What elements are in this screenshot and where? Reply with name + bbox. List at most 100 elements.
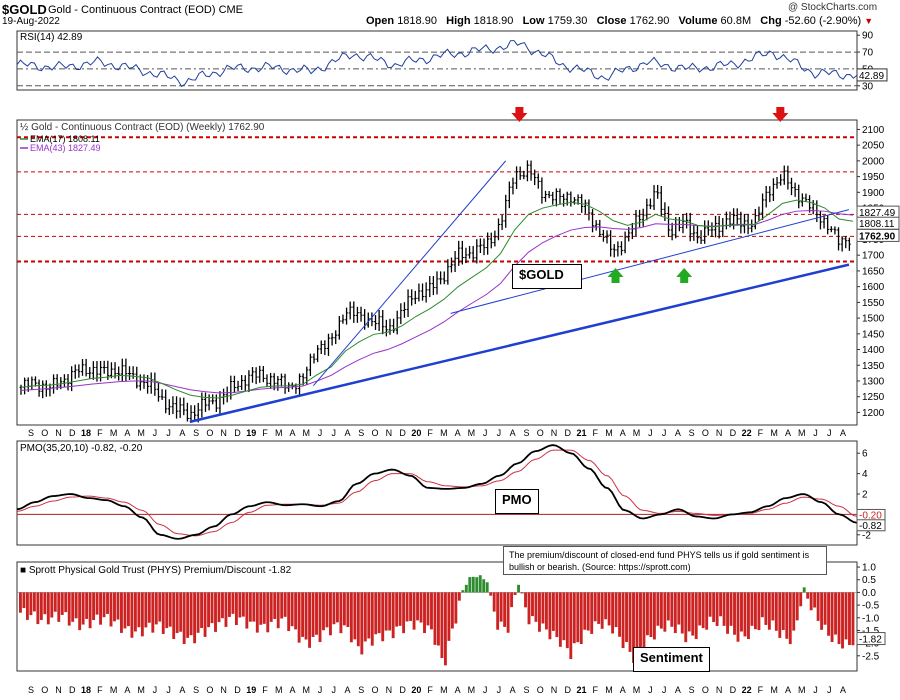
- discount-bar: [642, 592, 646, 650]
- x-axis-label: F: [262, 428, 268, 438]
- x-axis-label-bottom: D: [399, 685, 406, 695]
- discount-bar: [799, 592, 803, 607]
- discount-bar: [604, 592, 608, 620]
- support-trendline: [450, 209, 850, 314]
- discount-bar: [294, 592, 298, 630]
- discount-bar: [245, 592, 249, 629]
- discount-bar: [57, 592, 61, 622]
- rsi-last-value: 42.89: [859, 71, 884, 82]
- discount-bar: [506, 592, 510, 633]
- ema43-legend: EMA(43) 1827.49: [30, 143, 101, 153]
- discount-bar: [830, 592, 834, 642]
- x-axis-label-bottom: J: [827, 685, 832, 695]
- discount-bar: [499, 592, 503, 622]
- discount-bar: [419, 592, 423, 623]
- price-panel-tick-label: 1650: [862, 266, 885, 277]
- x-axis-label-bottom: J: [662, 685, 667, 695]
- premium-bar: [475, 577, 479, 593]
- discount-bar: [844, 592, 848, 640]
- x-axis-label-bottom: M: [633, 685, 641, 695]
- discount-bar: [572, 592, 576, 644]
- discount-bar: [144, 592, 148, 628]
- discount-bar: [621, 592, 625, 649]
- x-axis-label: S: [689, 428, 695, 438]
- premium-panel-tick-label: -1.5: [862, 626, 880, 637]
- ema17-legend: EMA(17) 1808.11: [30, 134, 100, 144]
- discount-bar: [579, 592, 583, 644]
- x-axis-label: S: [28, 428, 34, 438]
- discount-bar: [576, 592, 580, 643]
- discount-bar: [360, 592, 364, 655]
- pmo-panel-tick-label: 2: [862, 490, 868, 501]
- discount-bar: [109, 592, 113, 627]
- x-axis-label-bottom: F: [427, 685, 433, 695]
- x-axis-label-bottom: 20: [411, 685, 421, 695]
- x-axis-label-bottom: N: [551, 685, 558, 695]
- premium-bar: [517, 584, 520, 593]
- discount-bar: [729, 592, 733, 626]
- discount-bar: [92, 592, 96, 621]
- discount-bar: [712, 592, 716, 622]
- discount-bar: [231, 592, 235, 614]
- chart-date: 19-Aug-2022: [2, 16, 60, 27]
- discount-bar: [555, 592, 559, 638]
- discount-bar: [841, 592, 844, 649]
- down-arrow-icon: [511, 107, 528, 122]
- discount-bar: [50, 592, 54, 618]
- discount-bar: [311, 592, 315, 637]
- discount-bar: [785, 592, 789, 639]
- discount-bar: [147, 592, 151, 623]
- discount-bar: [22, 592, 26, 609]
- x-axis-label-bottom: M: [275, 685, 283, 695]
- discount-bar: [611, 592, 615, 634]
- x-axis-label-bottom: S: [358, 685, 364, 695]
- discount-bar: [154, 592, 158, 625]
- discount-bar: [701, 592, 705, 629]
- discount-bar: [792, 592, 796, 631]
- discount-bar: [646, 592, 649, 636]
- discount-bar: [820, 592, 824, 630]
- discount-bar: [19, 592, 22, 613]
- x-axis-label: S: [523, 428, 529, 438]
- support-trendline: [189, 263, 850, 424]
- discount-bar: [747, 592, 750, 640]
- discount-bar: [750, 592, 754, 626]
- discount-bar: [262, 592, 266, 624]
- x-axis-label: 20: [411, 428, 421, 438]
- rsi-last-value-box: [856, 68, 888, 82]
- discount-bar: [492, 592, 496, 612]
- discount-bar: [774, 592, 778, 631]
- x-axis-label: 19: [246, 428, 256, 438]
- discount-bar: [628, 592, 632, 652]
- discount-bar: [520, 592, 524, 594]
- discount-bar: [687, 592, 691, 632]
- discount-bar: [363, 592, 367, 642]
- discount-bar: [851, 592, 855, 646]
- premium-panel-tick-label: 0.5: [862, 575, 876, 586]
- premium-panel-tick-label: 1.0: [862, 563, 876, 574]
- discount-bar: [238, 592, 242, 618]
- discount-bar: [691, 592, 695, 636]
- price-title: ½ Gold - Continuous Contract (EOD) (Week…: [20, 122, 265, 133]
- price-panel-tick-label: 1950: [862, 172, 885, 183]
- x-axis-label-bottom: O: [537, 685, 544, 695]
- premium-panel-tick-label: -0.5: [862, 601, 880, 612]
- premium-panel-tick-label: -2.5: [862, 651, 880, 662]
- ema43-line: [20, 210, 854, 394]
- discount-bar: [255, 592, 259, 633]
- discount-bar: [503, 592, 507, 627]
- pmo-last-value: -0.20: [859, 510, 882, 521]
- x-axis-label: A: [124, 428, 130, 438]
- discount-bar: [433, 592, 437, 645]
- discount-bar: [161, 592, 165, 634]
- discount-bar: [71, 592, 75, 622]
- x-axis-label-bottom: N: [716, 685, 723, 695]
- x-axis-label: 21: [577, 428, 587, 438]
- x-axis-label: A: [675, 428, 681, 438]
- discount-bar: [398, 592, 402, 626]
- premium-bar: [802, 587, 806, 593]
- x-axis-label: M: [798, 428, 806, 438]
- gold-label: $GOLD: [512, 264, 582, 289]
- discount-bar: [116, 592, 120, 620]
- x-axis-label: D: [399, 428, 406, 438]
